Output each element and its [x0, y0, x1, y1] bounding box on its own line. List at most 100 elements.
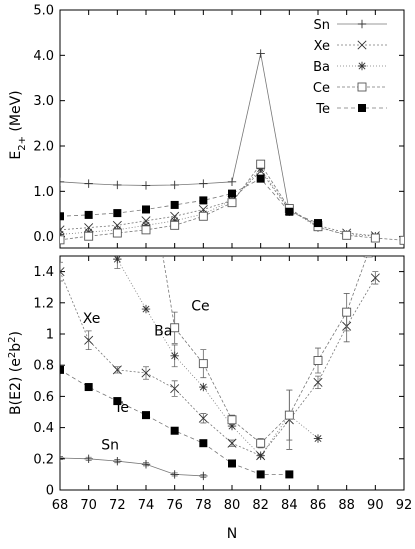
- series-ce: [156, 236, 373, 449]
- legend-marker-xe: [357, 40, 367, 50]
- data-point-xe: [141, 216, 151, 226]
- error-bar: [60, 456, 63, 460]
- data-point-sn: [170, 180, 179, 190]
- data-point-ce: [198, 211, 208, 221]
- legend-marker-sn: [357, 19, 367, 29]
- data-point-te: [199, 439, 208, 448]
- y-tick-label: 2.0: [33, 140, 54, 155]
- data-point-sn: [113, 180, 122, 190]
- data-point-ce: [198, 359, 208, 369]
- x-tick-label: 90: [367, 498, 384, 513]
- error-bar: [60, 261, 63, 282]
- data-point-te: [60, 365, 64, 374]
- data-point-te: [170, 200, 179, 209]
- data-point-ce: [363, 256, 373, 258]
- x-tick-label: 84: [281, 498, 298, 513]
- y-tick-label: 4.0: [33, 49, 54, 64]
- x-tick-label: 86: [310, 498, 327, 513]
- series-line-ba: [60, 168, 376, 237]
- series-xe: [60, 166, 380, 241]
- plot-frame: [59, 9, 405, 249]
- data-point-sn: [199, 179, 208, 188]
- data-point-ba: [113, 256, 122, 264]
- top-y-axis-title: E2+ (MeV): [8, 90, 28, 159]
- data-point-sn: [170, 470, 179, 479]
- data-point-xe: [170, 211, 180, 221]
- x-tick-label: 74: [138, 498, 155, 513]
- legend: Sn Xe Ba Ce Te: [313, 18, 387, 117]
- y-tick-label: 3.0: [33, 94, 54, 109]
- data-point-te: [228, 459, 236, 468]
- series-te: [60, 174, 322, 228]
- y-tick-label: 0.0: [33, 230, 54, 245]
- data-point-sn: [113, 456, 122, 466]
- series-xe: [60, 261, 380, 461]
- x-tick-label: 72: [109, 498, 126, 513]
- data-point-sn: [227, 177, 237, 187]
- series-sn: [60, 49, 294, 216]
- data-point-ba: [256, 164, 265, 173]
- series-ba: [99, 236, 323, 460]
- data-point-sn: [84, 179, 93, 188]
- data-point-xe: [60, 225, 65, 235]
- x-tick-label: 88: [338, 498, 355, 513]
- data-point-ce: [370, 233, 380, 243]
- legend-label-ba: Ba: [313, 60, 330, 75]
- data-point-ce: [170, 220, 180, 230]
- data-point-te: [84, 210, 93, 219]
- y-tick-label: 0.2: [33, 452, 54, 467]
- legend-label-xe: Xe: [314, 39, 330, 54]
- data-point-xe: [313, 377, 323, 387]
- data-point-ba: [170, 216, 179, 225]
- data-point-ce: [112, 228, 122, 238]
- data-point-te: [256, 470, 265, 479]
- x-tick-label: 70: [80, 498, 97, 513]
- data-point-te: [170, 426, 179, 435]
- series-te: [60, 365, 294, 479]
- data-point-ba: [141, 304, 151, 314]
- data-point-ce: [342, 307, 352, 317]
- data-point-ce: [399, 235, 404, 245]
- data-point-ce: [141, 225, 151, 235]
- data-point-ce: [60, 235, 65, 245]
- annotation-ba: Ba: [154, 324, 172, 340]
- data-point-xe: [227, 438, 237, 448]
- plot-frame: [59, 255, 405, 491]
- legend-marker-ba: [357, 61, 367, 71]
- data-point-ce: [84, 231, 94, 241]
- data-point-ce: [313, 356, 323, 365]
- x-tick-label: 76: [166, 498, 183, 513]
- x-tick-label: 92: [396, 498, 413, 513]
- data-point-ba: [256, 451, 265, 460]
- series-ce: [60, 159, 404, 245]
- y-tick-label: 0.4: [33, 421, 54, 436]
- data-point-ce: [156, 236, 164, 244]
- annotation-te: Te: [113, 400, 129, 416]
- legend-marker-ce: [357, 82, 367, 92]
- data-point-ba: [99, 236, 107, 244]
- annotation-ce: Ce: [191, 299, 209, 315]
- data-point-te: [113, 209, 122, 218]
- x-tick-label: 78: [195, 498, 212, 513]
- data-point-xe: [170, 384, 180, 394]
- series-ba: [60, 164, 380, 241]
- data-point-sn: [141, 460, 151, 469]
- data-point-te: [256, 174, 265, 183]
- top-panel: 5.0 4.0 3.0 2.0 1.0 0.0 Sn Xe Ba Ce Te: [33, 4, 405, 249]
- legend-label-te: Te: [315, 102, 330, 117]
- data-point-ce: [170, 323, 180, 333]
- data-point-te: [285, 470, 294, 479]
- y-tick-label: 0.8: [33, 359, 54, 374]
- data-point-sn: [60, 177, 65, 187]
- data-point-xe: [84, 335, 94, 345]
- series-line-xe: [60, 271, 376, 457]
- data-point-sn: [60, 453, 65, 463]
- data-point-ba: [313, 434, 323, 443]
- bottom-y-axis-title: B(E2) (e2b2): [7, 331, 24, 415]
- series-layer: [60, 236, 380, 481]
- series-line-ba: [114, 256, 319, 457]
- series-sn: [60, 453, 208, 481]
- data-point-ce: [284, 410, 294, 420]
- data-point-te: [199, 196, 208, 205]
